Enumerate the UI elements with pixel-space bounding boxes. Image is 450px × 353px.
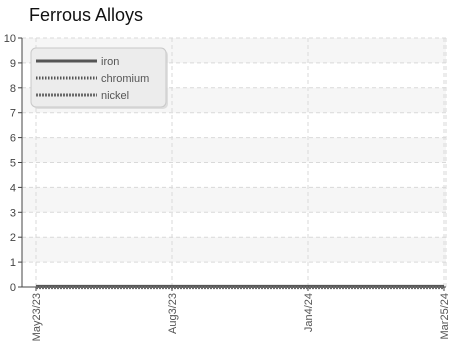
y-tick-label: 2 bbox=[10, 232, 16, 244]
legend-label-chromium: chromium bbox=[101, 73, 149, 85]
chart-title: Ferrous Alloys bbox=[29, 5, 144, 25]
y-tick-label: 10 bbox=[4, 33, 16, 45]
grid-band bbox=[22, 237, 446, 263]
x-tick-label: May23/23 bbox=[31, 293, 43, 341]
y-tick-label: 3 bbox=[10, 207, 16, 219]
x-tick-label: Jan4/24 bbox=[303, 293, 315, 332]
x-tick-label: Mar25/24 bbox=[439, 293, 450, 339]
y-tick-label: 9 bbox=[10, 58, 16, 70]
grid-band bbox=[22, 137, 446, 163]
y-tick-label: 8 bbox=[10, 83, 16, 95]
legend: iron chromium nickel bbox=[30, 47, 168, 109]
y-tick-label: 7 bbox=[10, 108, 16, 120]
grid-band bbox=[22, 187, 446, 213]
x-tick-label: Aug3/23 bbox=[167, 293, 179, 334]
legend-label-iron: iron bbox=[101, 56, 119, 68]
legend-box bbox=[30, 47, 167, 108]
y-tick-label: 4 bbox=[10, 182, 16, 194]
series-lines bbox=[36, 284, 444, 290]
y-tick-label: 1 bbox=[10, 257, 16, 269]
y-tick-label: 5 bbox=[10, 158, 16, 170]
y-tick-label: 0 bbox=[10, 282, 16, 294]
legend-label-nickel: nickel bbox=[101, 90, 129, 102]
y-tick-label: 6 bbox=[10, 133, 16, 145]
